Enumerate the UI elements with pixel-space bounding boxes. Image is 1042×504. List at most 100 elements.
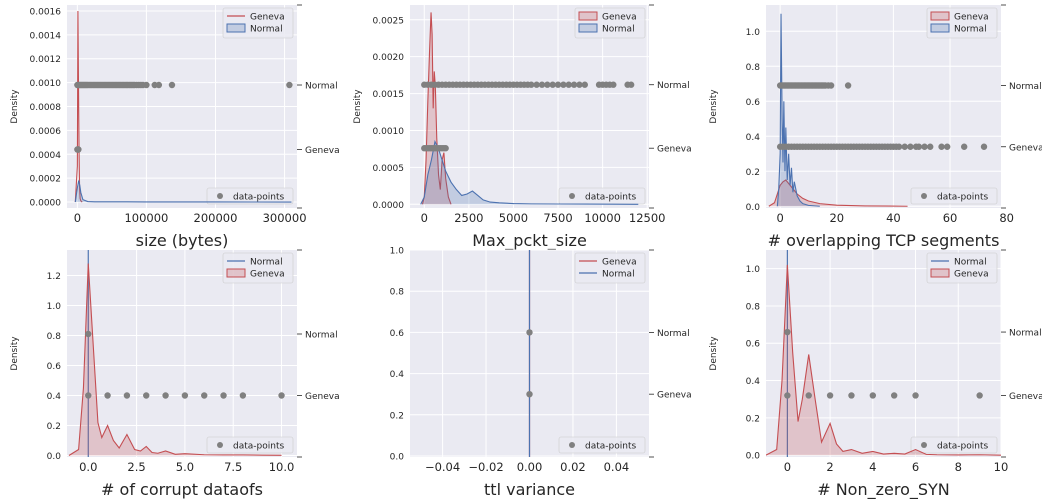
x-tick-label: 5.0	[176, 460, 194, 474]
points-legend-marker	[921, 442, 927, 448]
data-point	[538, 81, 546, 88]
points-legend-box	[206, 187, 294, 205]
legend-entry-label: Normal	[954, 25, 987, 35]
row-label-normal: Normal	[1009, 329, 1042, 339]
y-tick-label: 1.0	[746, 265, 761, 275]
x-tick-label: 60	[943, 211, 958, 225]
y-tick-label: 1.0	[746, 28, 761, 38]
y-tick-label: 0.0	[390, 452, 405, 462]
plot-area	[768, 13, 988, 207]
points-legend-label: data-points	[233, 193, 284, 203]
row-label-geneva: Geneva	[305, 392, 340, 402]
y-tick-label: 0.6	[47, 362, 62, 372]
y-tick-label: 0.6	[746, 98, 761, 108]
legend-swatch	[578, 23, 598, 33]
y-axis-label: Density	[709, 336, 719, 371]
y-tick-label: 0.8	[746, 302, 761, 312]
points-legend-label: data-points	[233, 442, 284, 452]
y-tick-label: 0.0	[746, 452, 761, 462]
y-tick-label: 0.4	[47, 392, 62, 402]
data-point	[895, 143, 903, 150]
data-point	[907, 143, 914, 150]
data-point	[784, 392, 791, 399]
data-point	[155, 81, 163, 89]
points-legend-marker	[921, 193, 927, 199]
x-tick-label: 0	[74, 211, 81, 225]
x-axis-label: ttl variance	[484, 480, 575, 499]
data-point	[528, 81, 535, 88]
data-point	[554, 81, 562, 88]
data-point	[805, 392, 812, 399]
y-tick-label: 0.2	[47, 422, 61, 432]
x-tick-label: 0	[784, 460, 791, 474]
density-line-geneva	[768, 179, 908, 207]
data-point	[162, 392, 169, 399]
data-point	[239, 392, 247, 399]
y-tick-label: 0.0004	[30, 151, 62, 161]
x-tick-label: 100000	[124, 211, 168, 225]
axes-background	[67, 250, 297, 457]
data-point	[976, 392, 983, 399]
points-legend-box	[558, 436, 646, 454]
x-tick-label: 0	[776, 211, 783, 225]
legend-swatch	[930, 23, 950, 33]
data-point	[869, 392, 877, 399]
density-line-geneva	[766, 264, 1001, 456]
x-tick-label: 2.5	[127, 460, 145, 474]
y-tick-label: 0.4	[746, 377, 761, 387]
x-tick-label: 0.0	[79, 460, 97, 474]
data-point	[143, 392, 150, 399]
plot-area	[68, 250, 285, 457]
y-tick-label: 0.2	[746, 414, 760, 424]
y-axis-label: Density	[353, 89, 363, 124]
x-tick-label: 7500	[543, 211, 572, 225]
density-line-geneva	[421, 12, 452, 205]
density-fill-geneva	[766, 264, 1001, 456]
x-tick-label: 6	[912, 460, 919, 474]
x-tick-label: 0	[421, 211, 428, 225]
legend-swatch	[930, 268, 950, 278]
y-tick-label: 0.8	[47, 332, 62, 342]
row-label-geneva: Geneva	[1009, 392, 1042, 402]
data-point	[220, 392, 227, 399]
legend-swatch	[226, 23, 246, 33]
data-point	[980, 143, 988, 150]
density-fill-geneva	[768, 180, 908, 207]
y-tick-label: 0.0	[47, 452, 62, 462]
y-tick-label: 1.0	[47, 302, 62, 312]
x-axis-label: # overlapping TCP segments	[768, 231, 1000, 250]
points-legend-marker	[569, 442, 575, 448]
x-tick-label: 2500	[454, 211, 483, 225]
data-point	[123, 392, 131, 399]
y-tick-label: 0.0014	[30, 31, 62, 41]
points-legend-box	[910, 187, 998, 205]
x-tick-label: 200000	[194, 211, 238, 225]
panel-overlapping-tcp-segments: # overlapping TCP segments Density Genev…	[709, 4, 1042, 250]
y-tick-label: 0.4	[390, 370, 405, 380]
legend-entry-label: Geneva	[954, 13, 989, 23]
x-tick-label: −0.02	[468, 460, 503, 474]
data-point	[181, 392, 189, 399]
y-tick-label: 0.0010	[30, 79, 62, 89]
row-label-normal: Normal	[1009, 82, 1042, 92]
points-legend-label: data-points	[585, 442, 636, 452]
y-tick-label: 0.0010	[373, 127, 405, 137]
y-tick-label: 0.0015	[373, 90, 405, 100]
data-point	[844, 82, 852, 89]
row-label-normal: Normal	[657, 329, 690, 339]
y-tick-label: 0.2	[390, 411, 404, 421]
y-tick-label: 0.0000	[373, 201, 405, 211]
y-tick-label: 0.0020	[373, 53, 405, 63]
x-axis-label: Max_pckt_size	[472, 231, 587, 251]
points-legend-box	[910, 436, 998, 454]
x-tick-label: 0.00	[517, 460, 543, 474]
data-point	[890, 392, 898, 399]
y-tick-label: 0.0000	[30, 199, 62, 209]
plot-area	[420, 12, 639, 205]
points-legend-label: data-points	[937, 442, 988, 452]
x-tick-label: 40	[886, 211, 901, 225]
y-tick-label: 1.2	[47, 272, 61, 282]
data-point	[827, 82, 835, 89]
legend-entry-label: Geneva	[954, 270, 989, 280]
